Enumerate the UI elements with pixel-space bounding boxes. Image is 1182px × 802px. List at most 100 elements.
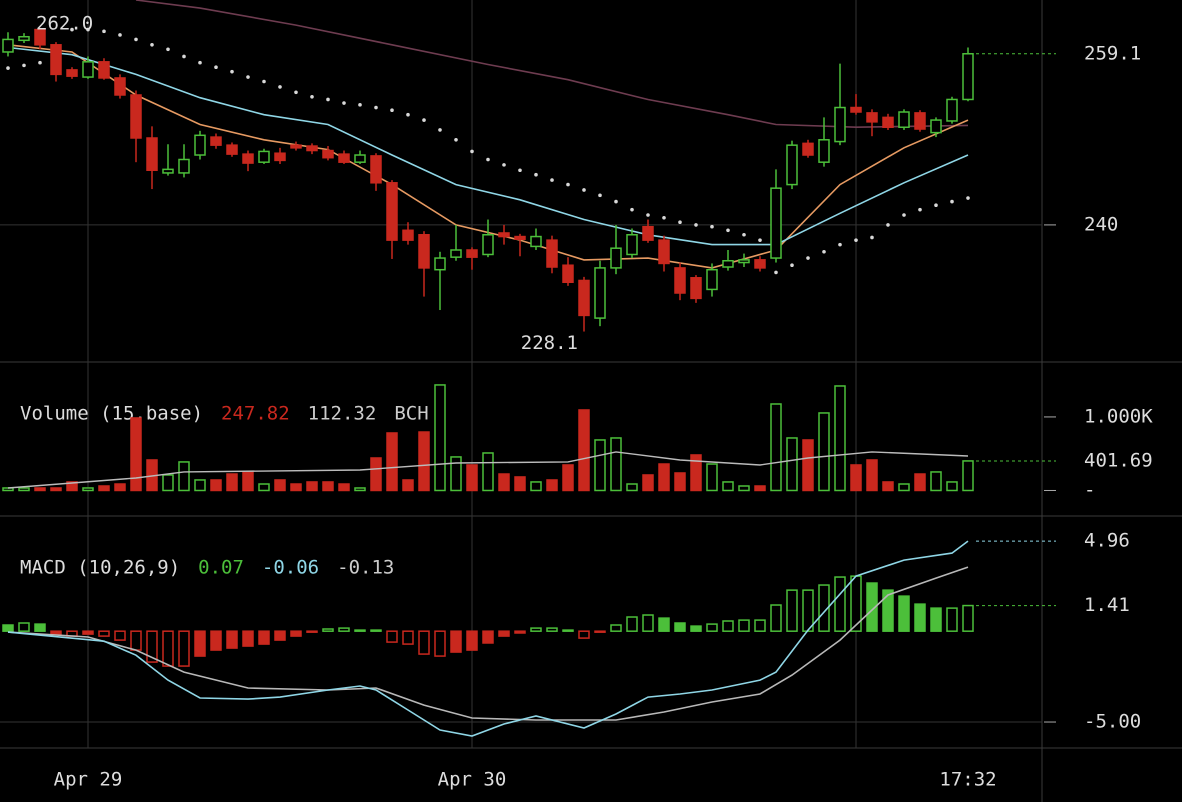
sar-dot — [246, 75, 250, 79]
candle-body — [834, 106, 846, 143]
signal-line — [7, 566, 969, 721]
macd-bar — [226, 630, 238, 649]
macd-bar — [146, 630, 158, 663]
volume-bar — [770, 403, 782, 492]
macd-bar — [594, 630, 606, 633]
sar-dot — [934, 203, 938, 207]
volume-bar — [98, 485, 110, 492]
volume-bar — [626, 483, 638, 492]
candle-body — [354, 154, 366, 163]
macd-bar — [466, 630, 478, 651]
volume-bar — [418, 431, 430, 492]
macd-bar — [418, 630, 430, 655]
macd-bar — [482, 630, 494, 644]
sar-dot — [262, 79, 266, 84]
macd-bar — [610, 624, 622, 632]
sar-dot — [678, 220, 682, 225]
candle-body — [322, 149, 334, 159]
volume-bar — [658, 463, 670, 492]
macd-bar — [34, 623, 46, 632]
sar-dot — [486, 157, 490, 162]
volume-bar — [130, 417, 142, 492]
macd-bar — [386, 630, 398, 643]
candle-body — [482, 234, 494, 256]
candle-body — [258, 150, 270, 163]
volume-bar — [594, 439, 606, 492]
macd-bar — [194, 630, 206, 657]
candle-body — [386, 182, 398, 241]
volume-bar — [674, 472, 686, 492]
volume-bar — [194, 479, 206, 492]
sar-dot — [6, 66, 10, 70]
sar-dot — [710, 224, 714, 229]
candle-body — [930, 119, 942, 134]
macd-bar — [738, 619, 750, 632]
sar-dot — [742, 232, 746, 237]
macd-bar — [114, 630, 126, 641]
sar-dot — [582, 188, 586, 192]
macd-bar — [306, 630, 318, 633]
y-tick-label: 1.000K — [1084, 405, 1153, 427]
volume-bar — [306, 481, 318, 492]
candle-body — [274, 152, 286, 162]
x-tick-label: Apr 29 — [54, 769, 123, 791]
candle-body — [434, 257, 446, 271]
candle-body — [418, 234, 430, 269]
sar-dot — [598, 193, 602, 198]
macd-bar — [82, 630, 94, 635]
macd-bar — [818, 584, 830, 632]
macd-bar — [258, 630, 270, 645]
macd-bar — [850, 575, 862, 632]
candle-body — [338, 153, 350, 163]
candle-body — [866, 112, 878, 123]
pane-title: Volume (15,base) — [20, 403, 203, 425]
sar-dot — [214, 65, 218, 70]
sar-dot — [774, 270, 778, 275]
candle-body — [370, 155, 382, 184]
sar-dot — [390, 108, 394, 113]
volume-bar — [402, 479, 414, 492]
candle-body — [450, 249, 462, 258]
macd-bar — [946, 607, 958, 632]
sar-dot — [758, 238, 762, 242]
volume-bar — [354, 487, 366, 492]
sar-dot — [694, 223, 698, 227]
candle-body — [66, 69, 78, 77]
candle-body — [242, 153, 254, 164]
sar-dot — [534, 172, 538, 177]
candle-body — [674, 267, 686, 294]
macd-bar — [930, 607, 942, 632]
macd-bar — [626, 616, 638, 632]
candle-body — [514, 235, 526, 240]
volume-bar — [754, 485, 766, 492]
volume-bar — [514, 476, 526, 492]
volume-bar — [962, 460, 974, 492]
macd-bar — [242, 630, 254, 647]
candle-body — [946, 98, 958, 122]
macd-bar — [786, 589, 798, 632]
candle-body — [50, 44, 62, 76]
macd-bar — [434, 630, 446, 657]
readout: -0.06 — [262, 557, 319, 579]
candle-body — [194, 134, 206, 156]
last-value-label: 1.41 — [1084, 594, 1130, 616]
macd-bar — [274, 630, 286, 641]
macd-bar — [898, 595, 910, 632]
readout: 0.07 — [198, 557, 244, 579]
macd-bar — [658, 617, 670, 632]
volume-bar — [706, 463, 718, 492]
sar-dot — [326, 97, 330, 102]
candle-body — [98, 61, 110, 79]
volume-bar — [18, 487, 30, 492]
macd-bar — [690, 625, 702, 632]
candle-body — [226, 144, 238, 155]
volume-bar — [498, 473, 510, 492]
sar-dot — [550, 178, 554, 182]
volume-bar — [786, 437, 798, 492]
candle-body — [530, 235, 542, 248]
sar-dot — [374, 105, 378, 110]
candle-body — [114, 77, 126, 96]
candle-body — [466, 249, 478, 258]
